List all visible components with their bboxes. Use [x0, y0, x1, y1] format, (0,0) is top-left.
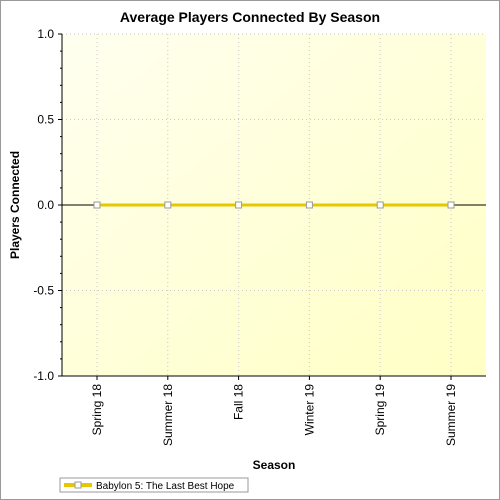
- data-point: [164, 201, 172, 209]
- x-tick-label: Spring 19: [373, 384, 387, 436]
- data-point: [93, 201, 101, 209]
- data-point: [376, 201, 384, 209]
- y-axis-label: Players Connected: [8, 151, 22, 259]
- x-tick-label: Spring 18: [90, 384, 104, 436]
- x-axis-ticks: Spring 18 Summer 18 Fall 18 Winter 19 Spring…: [90, 376, 458, 446]
- legend-marker: [74, 481, 82, 489]
- x-tick-label: Summer 19: [444, 384, 458, 446]
- y-tick-label: -1.0: [33, 369, 54, 383]
- x-gridlines: [96, 34, 452, 376]
- y-tick-label: 0.0: [37, 198, 54, 212]
- legend-swatch: [64, 481, 92, 489]
- legend: Babylon 5: The Last Best Hope: [59, 477, 249, 493]
- chart-title: Average Players Connected By Season: [120, 9, 380, 25]
- x-axis-label: Season: [253, 458, 296, 472]
- data-point: [305, 201, 313, 209]
- y-tick-label: -0.5: [33, 284, 54, 298]
- legend-label: Babylon 5: The Last Best Hope: [96, 481, 235, 492]
- x-tick-label: Summer 18: [161, 384, 175, 446]
- x-tick-label: Winter 19: [302, 384, 316, 436]
- y-tick-label: 0.5: [37, 113, 54, 127]
- x-tick-label: Fall 18: [232, 384, 246, 420]
- legend-box: [59, 477, 249, 493]
- y-tick-label: 1.0: [37, 27, 54, 41]
- data-point: [447, 201, 455, 209]
- data-point: [235, 201, 243, 209]
- y-axis-ticks: 1.0 0.5 0.0 -0.5 -1.0: [33, 27, 62, 383]
- series-layer: [93, 201, 455, 209]
